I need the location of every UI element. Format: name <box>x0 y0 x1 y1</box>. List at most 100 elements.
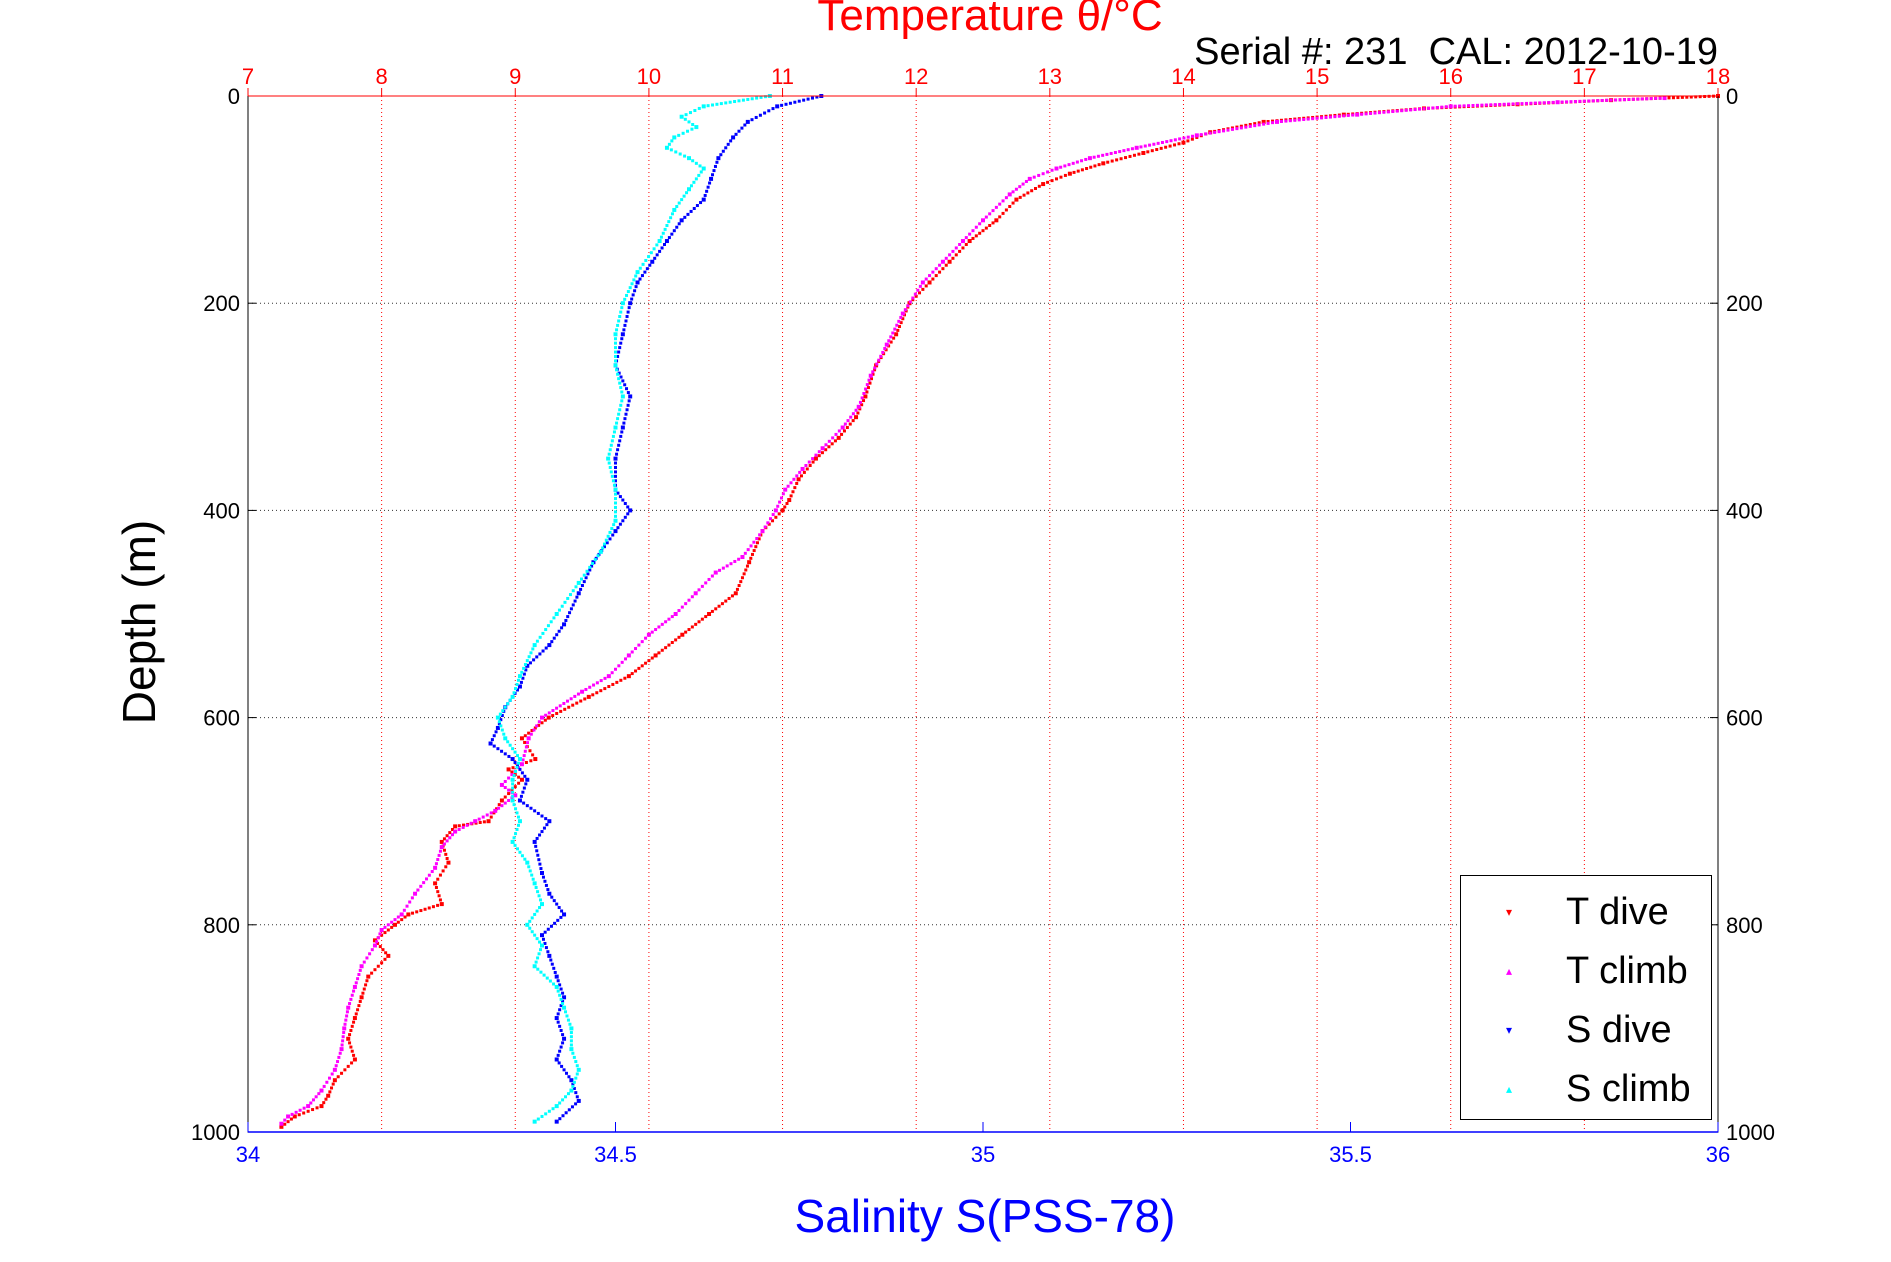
t-climb-marker <box>507 788 511 792</box>
salinity-tick-label: 35 <box>971 1142 995 1167</box>
t-climb-marker <box>503 779 507 783</box>
t-dive-point <box>386 953 391 958</box>
t-climb-marker <box>1222 129 1226 133</box>
t-climb-marker <box>1199 133 1203 137</box>
t-climb-marker <box>1001 199 1005 203</box>
t-dive-marker <box>1698 95 1702 99</box>
s-climb-marker <box>565 1014 569 1018</box>
s-dive-marker <box>519 680 523 684</box>
t-climb-point <box>1555 100 1560 105</box>
depth-tick-label-left: 1000 <box>191 1120 240 1145</box>
t-climb-marker <box>522 754 526 758</box>
t-dive-marker <box>860 403 864 407</box>
t-climb-marker <box>1297 118 1301 122</box>
t-dive-marker <box>619 678 623 682</box>
s-climb-marker <box>616 417 620 421</box>
t-dive-marker <box>364 983 368 987</box>
t-dive-marker <box>411 911 415 915</box>
s-dive-point <box>540 871 544 875</box>
s-dive-marker <box>626 512 630 516</box>
t-dive-point <box>1014 197 1019 202</box>
t-climb-marker <box>1213 130 1217 134</box>
t-climb-point <box>286 1114 291 1119</box>
t-climb-marker <box>1004 196 1008 200</box>
s-climb-point <box>517 819 522 824</box>
t-dive-marker <box>611 682 615 686</box>
t-climb-marker <box>1596 99 1600 103</box>
s-dive-point <box>554 1119 559 1124</box>
t-dive-point <box>352 1016 357 1021</box>
t-climb-marker <box>1293 118 1297 122</box>
s-climb-point <box>569 1088 574 1093</box>
t-dive-marker <box>724 599 728 603</box>
t-dive-marker <box>1008 205 1012 209</box>
t-dive-marker <box>988 224 992 227</box>
s-dive-marker <box>549 958 553 962</box>
s-dive-marker <box>566 615 570 619</box>
t-climb-marker <box>864 387 868 391</box>
t-dive-marker <box>921 287 925 291</box>
s-climb-marker <box>551 1107 555 1111</box>
s-climb-marker <box>677 133 681 137</box>
s-dive-point <box>775 104 780 109</box>
t-dive-marker <box>811 460 815 464</box>
t-dive-marker <box>1168 144 1172 148</box>
s-climb-marker <box>678 152 682 156</box>
t-climb-marker <box>827 439 831 443</box>
t-climb-marker <box>1320 116 1324 120</box>
t-climb-marker <box>350 993 354 997</box>
s-climb-marker <box>520 854 524 858</box>
s-climb-marker <box>534 960 538 964</box>
s-climb-point <box>687 187 691 192</box>
s-climb-marker <box>511 747 515 751</box>
t-climb-point <box>513 793 518 798</box>
t-dive-point <box>533 757 538 762</box>
t-climb-point <box>540 715 544 720</box>
s-dive-marker <box>625 315 629 319</box>
s-dive-marker <box>559 987 563 991</box>
t-dive-marker <box>348 1041 352 1045</box>
t-climb-marker <box>529 732 533 736</box>
t-climb-marker <box>834 432 838 436</box>
t-climb-marker <box>903 308 907 312</box>
t-dive-marker <box>444 852 448 856</box>
t-climb-marker <box>811 457 815 461</box>
t-dive-point <box>796 477 801 482</box>
t-dive-marker <box>352 1053 356 1057</box>
s-climb-marker <box>625 293 629 297</box>
s-dive-marker <box>627 399 631 403</box>
s-dive-marker <box>492 744 496 748</box>
t-climb-marker <box>283 1118 287 1122</box>
s-climb-marker <box>582 573 586 577</box>
t-climb-marker <box>687 598 691 602</box>
t-dive-marker <box>727 596 731 600</box>
t-dive-marker <box>744 568 748 572</box>
s-climb-marker <box>515 765 519 769</box>
t-climb-marker <box>1037 173 1041 177</box>
s-dive-point <box>547 953 552 958</box>
s-climb-marker <box>523 663 527 667</box>
s-climb-marker <box>688 111 692 115</box>
t-dive-marker <box>984 226 988 230</box>
t-climb-marker <box>507 776 511 780</box>
s-climb-marker <box>539 948 543 952</box>
t-dive-marker <box>297 1113 301 1117</box>
t-dive-point <box>366 974 371 979</box>
t-climb-marker <box>895 323 899 327</box>
t-dive-marker <box>599 689 603 693</box>
s-dive-marker <box>621 498 625 502</box>
s-climb-marker <box>540 1114 544 1118</box>
t-dive-marker <box>1235 125 1239 129</box>
t-dive-marker <box>848 422 852 426</box>
s-climb-point <box>540 902 544 907</box>
s-dive-marker <box>561 1033 565 1037</box>
s-dive-marker <box>569 607 573 611</box>
s-climb-marker <box>694 177 698 181</box>
t-climb-marker <box>1565 100 1569 104</box>
s-climb-marker <box>608 465 612 469</box>
t-climb-marker <box>680 605 684 609</box>
t-climb-marker <box>1573 100 1577 104</box>
t-dive-point <box>780 508 785 513</box>
t-climb-marker <box>743 551 747 555</box>
t-dive-point <box>372 938 377 943</box>
